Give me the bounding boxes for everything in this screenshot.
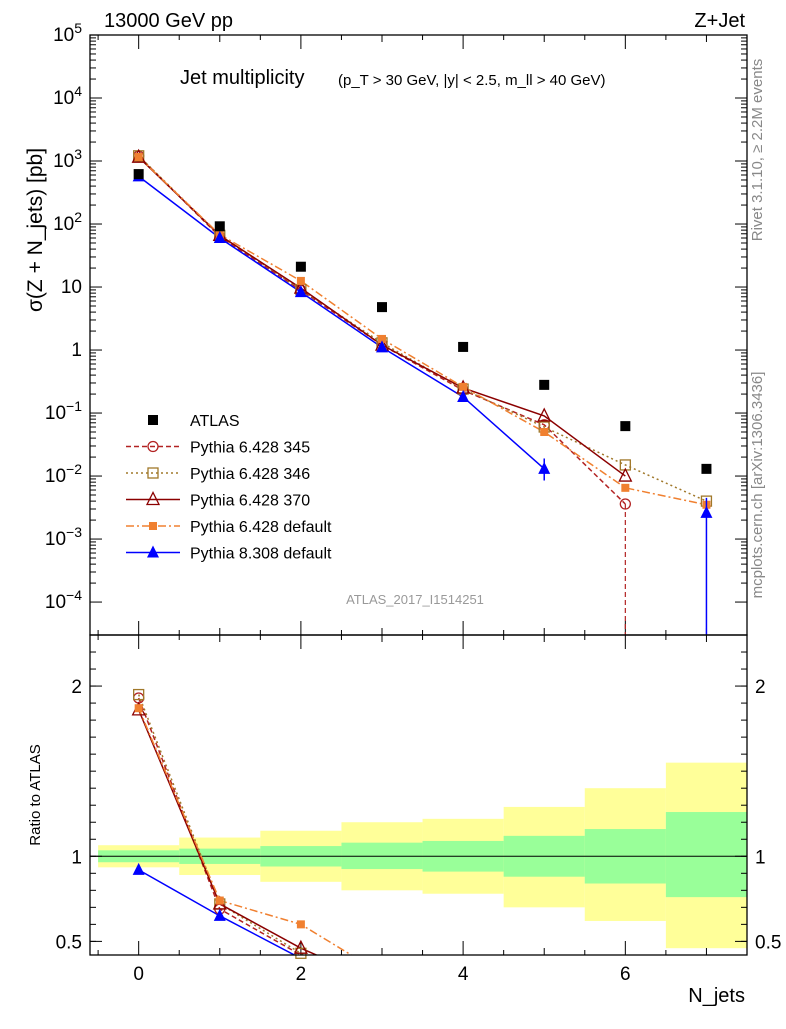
atlas-data-point — [295, 261, 306, 272]
series-pythia-6-428-default-point — [459, 382, 468, 391]
series-pythia-6-428-default-ratio-point — [296, 920, 305, 929]
atlas-data-point — [701, 463, 712, 474]
series-pythia-8-308-default-point — [376, 340, 388, 353]
y-tick-label: 10−2 — [45, 461, 82, 487]
ratio-tick-label-left: 0.5 — [56, 932, 82, 953]
series-pythia-6-428-346-line — [138, 155, 707, 502]
atlas-data-point — [539, 379, 550, 390]
ratio-uncertainty-bands — [98, 762, 747, 949]
y-tick-label: 10 — [61, 277, 82, 298]
ratio-plot-frame — [89, 634, 748, 956]
ratio-tick-label-left: 2 — [71, 677, 82, 698]
side-label-mcplots: mcplots.cern.ch [arXiv:1306.3436] — [749, 372, 766, 599]
legend: ATLAS Pythia 6.428 345 Pythia 6.428 346 Pyt… — [126, 413, 332, 563]
chart-title: Jet multiplicity — [180, 67, 304, 89]
x-tick-label: 6 — [620, 964, 631, 985]
legend-marker — [147, 467, 159, 479]
y-tick-label: 105 — [53, 20, 82, 46]
series-pythia-8-308-default-point — [294, 285, 307, 298]
y-tick-label: 1 — [71, 340, 82, 361]
legend-label: Pythia 6.428 default — [190, 519, 332, 536]
legend-label: Pythia 6.428 346 — [190, 466, 310, 483]
legend-marker — [145, 491, 161, 506]
series-markers — [131, 148, 713, 959]
ratio-tick-label-right: 1 — [755, 847, 766, 868]
series-pythia-6-428-default-ratio-point — [215, 896, 224, 905]
series-pythia-8-308-default-point — [457, 389, 470, 402]
series-pythia-6-428-default-point — [621, 483, 630, 492]
series-pythia-6-428-370-point — [537, 407, 552, 422]
series-pythia-8-308-default-ratio-point — [132, 862, 145, 875]
legend-label: Pythia 6.428 370 — [190, 493, 310, 510]
legend-marker — [147, 440, 159, 453]
ratio-tick-label-left: 1 — [71, 847, 82, 868]
series-pythia-8-308-default-ratio-point — [213, 908, 226, 921]
series-pythia-6-428-default-line — [138, 156, 707, 506]
x-axis-label: N_jets — [688, 985, 745, 1007]
main-plot-frame — [89, 34, 748, 636]
y-tick-label: 10−4 — [45, 587, 82, 613]
series-pythia-6-428-370-point — [618, 467, 633, 482]
series-pythia-6-428-default-point — [134, 152, 143, 161]
legend-label: ATLAS — [190, 413, 240, 430]
ratio-tick-label-right: 2 — [755, 677, 766, 698]
series-pythia-6-428-default-point — [296, 276, 305, 285]
atlas-data-point — [377, 302, 387, 313]
atlas-data-point — [620, 421, 631, 432]
legend-label: Pythia 8.308 default — [190, 546, 332, 563]
header-left: 13000 GeV pp — [104, 10, 233, 32]
y-tick-label: 104 — [53, 83, 82, 109]
atlas-data-point — [133, 169, 144, 180]
y-tick-label: 103 — [53, 146, 82, 172]
watermark: ATLAS_2017_I1514251 — [346, 592, 484, 607]
header-right: Z+Jet — [694, 10, 745, 32]
y-tick-label: 10−3 — [45, 524, 82, 550]
x-tick-label: 2 — [296, 964, 307, 985]
series-pythia-6-428-default-ratio-point — [134, 704, 143, 713]
series-pythia-8-308-default-line — [138, 175, 545, 470]
legend-marker — [149, 522, 157, 530]
y-axis-label-main: σ(Z + N_jets) [pb] — [24, 148, 47, 312]
y-axis-label-ratio: Ratio to ATLAS — [27, 744, 44, 845]
legend-label: Pythia 6.428 345 — [190, 440, 310, 457]
series-pythia-8-308-default-point — [213, 230, 226, 243]
chart-title-detail: (p_T > 30 GeV, |y| < 2.5, m_ll > 40 GeV) — [338, 72, 606, 89]
legend-marker — [147, 545, 159, 558]
y-tick-label: 102 — [53, 209, 82, 235]
series-pythia-6-428-370-ratio-point — [293, 939, 308, 954]
ratio-tick-label-right: 0.5 — [755, 932, 781, 953]
series-pythia-6-428-346-ratio-point — [133, 688, 145, 701]
atlas-data-point — [214, 221, 225, 232]
y-tick-label: 10−1 — [45, 398, 82, 424]
series-pythia-6-428-default-point — [378, 334, 386, 343]
x-tick-label: 0 — [133, 964, 144, 985]
atlas-data-point — [458, 341, 469, 352]
band-green-bin — [665, 812, 747, 898]
side-label-rivet: Rivet 3.1.10, ≥ 2.2M events — [749, 59, 766, 242]
series-pythia-6-428-default-point — [540, 428, 549, 437]
x-tick-label: 4 — [458, 964, 469, 985]
legend-marker — [148, 415, 158, 425]
